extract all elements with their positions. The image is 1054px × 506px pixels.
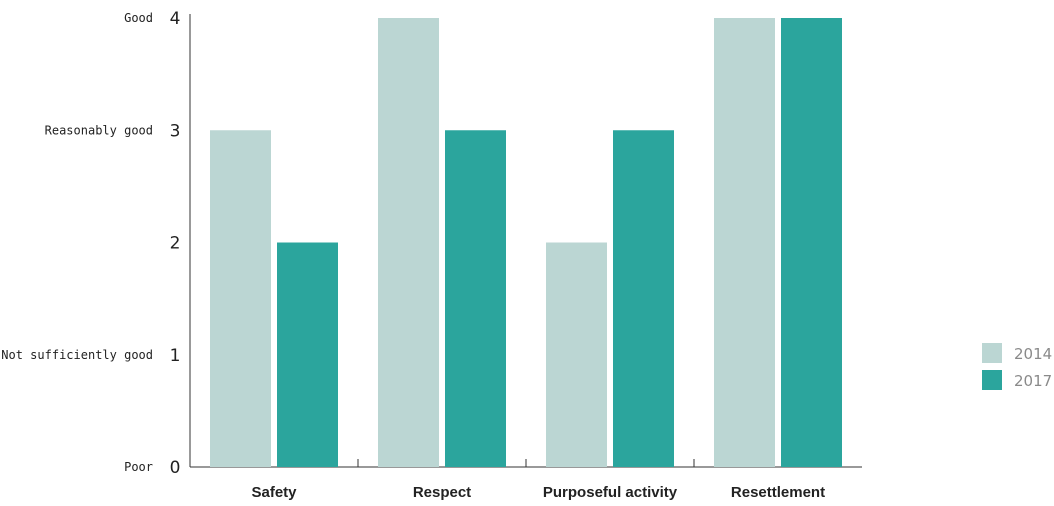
y-rating-label: Poor [124, 460, 153, 474]
bar-2017-resettlement [781, 18, 842, 467]
bar-2014-resettlement [714, 18, 775, 467]
bar-2017-safety [277, 242, 338, 467]
y-rating-label: Not sufficiently good [1, 348, 153, 362]
y-tick-label: 0 [170, 458, 181, 478]
x-tick-label: Purposeful activity [543, 484, 678, 501]
bar-2017-purposeful-activity [613, 130, 674, 467]
y-tick-label: 2 [170, 234, 181, 254]
x-axis-ticks: Safety Respect Purposeful activity Resettle… [251, 459, 825, 501]
y-tick-label: 3 [170, 121, 181, 141]
bar-2014-safety [210, 130, 271, 467]
x-tick-label: Safety [251, 484, 297, 501]
bar-2017-respect [445, 130, 506, 467]
y-rating-label: Reasonably good [45, 123, 153, 137]
chart-bars [210, 18, 842, 467]
x-tick-label: Resettlement [731, 484, 825, 501]
y-axis-ticks: 0 Poor 1 Not sufficiently good 2 3 Reasonably … [1, 9, 180, 478]
legend-label-2017: 2017 [1014, 372, 1052, 390]
bar-2014-purposeful-activity [546, 242, 607, 467]
y-tick-label: 4 [170, 9, 181, 29]
bar-2014-respect [378, 18, 439, 467]
chart-legend: 2014 2017 [982, 343, 1052, 390]
legend-label-2014: 2014 [1014, 345, 1052, 363]
y-tick-label: 1 [170, 346, 181, 366]
legend-swatch-2017 [982, 370, 1002, 390]
y-rating-label: Good [124, 11, 153, 25]
x-tick-label: Respect [413, 484, 471, 501]
legend-swatch-2014 [982, 343, 1002, 363]
